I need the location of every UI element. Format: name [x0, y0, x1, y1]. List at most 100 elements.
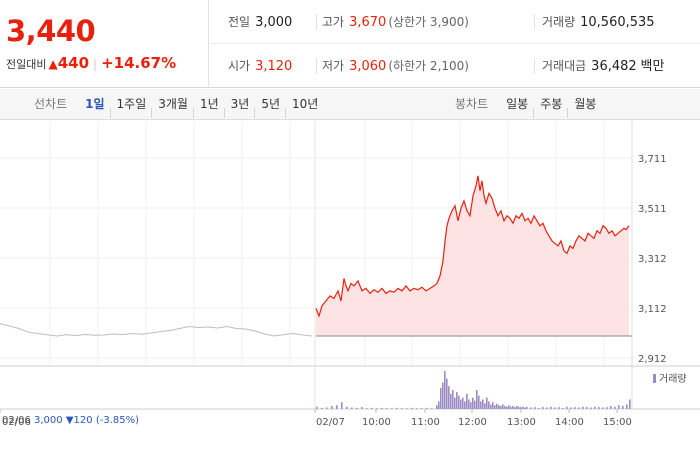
volume-bar — [450, 393, 452, 409]
prev-change: 120 — [73, 415, 93, 426]
low-price: 저가 3,060 (하한가 2,100) — [322, 44, 469, 88]
tab-weekly[interactable]: 주봉 — [534, 97, 568, 111]
y-tick-label: 3,711 — [638, 154, 667, 165]
volume-value: 10,560,535 — [580, 15, 655, 30]
divider — [534, 58, 535, 74]
volume-bar — [562, 407, 564, 409]
volume-bar — [508, 405, 510, 409]
volume-bar — [341, 402, 343, 409]
volume-bar — [622, 405, 624, 409]
tab-10y[interactable]: 10년 — [286, 97, 324, 111]
divider — [534, 14, 535, 30]
volume-bar — [448, 386, 450, 409]
x-axis-ticks: 02/06 02/07 10:00 11:00 12:00 13:00 14:00 15:00 — [0, 409, 632, 428]
up-arrow-icon: ▲ — [48, 57, 58, 71]
x-tick-label: 12:00 — [458, 417, 487, 428]
volume-bar — [574, 407, 576, 409]
candle-chart-tabs: 봉차트 일봉 주봉 월봉 — [455, 89, 602, 120]
high-price: 고가 3,670 (상한가 3,900) — [322, 0, 469, 44]
tab-daily[interactable]: 일봉 — [506, 97, 529, 111]
tab-1w[interactable]: 1주일 — [111, 97, 153, 111]
volume-bar — [366, 408, 368, 409]
volume-bar — [498, 405, 500, 409]
volume-bar — [602, 407, 604, 409]
price-chart[interactable]: 3,711 3,511 3,312 3,112 2,912 02/06 02/07 10:0… — [0, 121, 700, 450]
volume-bar — [411, 407, 413, 409]
trade-amount: 거래대금 36,482 백만 — [542, 44, 664, 88]
volume-bar — [586, 407, 588, 409]
volume-bar — [416, 408, 418, 409]
volume-bar — [401, 408, 403, 409]
volume-bar — [506, 406, 508, 409]
open-value: 3,120 — [255, 59, 293, 74]
price-box: 3,440 전일대비 ▲440 | +14.67% — [0, 0, 209, 88]
low-label: 저가 — [322, 59, 345, 73]
volume-bar — [598, 407, 600, 409]
volume-bar — [520, 407, 522, 409]
high-label: 고가 — [322, 15, 345, 29]
line-chart-tabs: 선차트 1일 1주일 3개월 1년 3년 5년 10년 — [34, 89, 324, 120]
volume: 거래량 10,560,535 — [542, 0, 655, 44]
volume-bar — [558, 407, 560, 409]
tab-monthly[interactable]: 월봉 — [568, 97, 602, 111]
volume-bar — [542, 407, 544, 409]
volume-bar — [331, 405, 333, 409]
current-price: 3,440 — [6, 14, 96, 48]
volume-bar — [594, 406, 596, 409]
volume-bar — [538, 407, 540, 409]
y-tick-label: 2,912 — [638, 354, 667, 365]
volume-bar — [474, 400, 476, 409]
volume-legend-label: 거래량 — [659, 373, 687, 385]
volume-bar — [316, 406, 318, 409]
price-area — [316, 175, 629, 336]
volume-bar — [464, 401, 466, 409]
volume-bar — [614, 406, 616, 409]
volume-bar — [458, 395, 460, 409]
volume-bar — [356, 407, 358, 409]
x-tick-label: 15:00 — [603, 417, 632, 428]
tab-3m[interactable]: 3개월 — [152, 97, 194, 111]
volume-legend: 거래량 — [653, 373, 687, 385]
volume-bar — [438, 401, 440, 409]
volume-bar — [386, 408, 388, 409]
volume-bar — [444, 371, 446, 409]
y-axis-ticks: 3,711 3,511 3,312 3,112 2,912 — [638, 154, 667, 365]
today-price-line — [315, 175, 630, 318]
volume-bar — [524, 407, 526, 409]
volume-bar — [468, 399, 470, 409]
change-percent: +14.67% — [101, 54, 177, 72]
prev-close-label: 전일 — [228, 15, 251, 29]
volume-bar — [460, 399, 462, 409]
tab-1d[interactable]: 1일 — [85, 97, 105, 111]
volume-bar — [466, 393, 468, 409]
volume-bar — [446, 378, 448, 409]
volume-bar — [618, 405, 620, 409]
volume-bar — [610, 405, 612, 409]
tab-1y[interactable]: 1년 — [194, 97, 225, 111]
volume-bar — [500, 405, 502, 409]
y-tick-label: 3,511 — [638, 204, 667, 215]
amount-unit: 백만 — [640, 59, 665, 74]
prev-day-line — [0, 323, 313, 337]
upper-limit: (상한가 3,900) — [388, 15, 469, 29]
volume-bar — [554, 407, 556, 409]
volume-bar — [431, 408, 433, 409]
volume-bar — [321, 407, 323, 409]
y-tick-label: 3,312 — [638, 254, 667, 265]
prev-change-pct: (-3.85%) — [95, 415, 140, 426]
volume-bar — [518, 406, 520, 409]
volume-bar — [496, 403, 498, 409]
amount-label: 거래대금 — [542, 59, 587, 73]
volume-bar — [454, 397, 456, 409]
prev-day-info: 02/06 3,000 ▼120 (-3.85%) — [2, 415, 139, 426]
tab-3y[interactable]: 3년 — [225, 97, 256, 111]
low-value: 3,060 — [349, 59, 387, 74]
volume-bar — [512, 405, 514, 409]
volume-bars — [316, 371, 631, 409]
volume-bar — [578, 407, 580, 409]
down-arrow-icon: ▼ — [65, 415, 74, 426]
volume-bar — [391, 408, 393, 409]
tab-5y[interactable]: 5년 — [255, 97, 286, 111]
volume-bar — [421, 408, 423, 409]
chart-tabs: 선차트 1일 1주일 3개월 1년 3년 5년 10년 봉차트 일봉 주봉 월봉 — [0, 89, 700, 120]
